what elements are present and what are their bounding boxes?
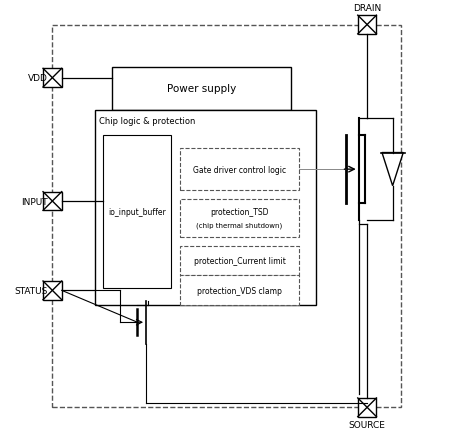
Polygon shape <box>382 153 403 186</box>
Text: DRAIN: DRAIN <box>353 4 381 13</box>
Text: protection_TSD: protection_TSD <box>210 208 269 217</box>
Bar <box>358 16 377 35</box>
Bar <box>43 69 62 88</box>
Bar <box>358 398 377 417</box>
Bar <box>95 111 316 306</box>
Text: Power supply: Power supply <box>167 84 236 94</box>
Bar <box>43 281 62 300</box>
Bar <box>180 246 299 276</box>
Bar <box>52 25 401 407</box>
Bar <box>43 192 62 211</box>
Text: Chip logic & protection: Chip logic & protection <box>99 117 195 126</box>
Text: protection_Current limit: protection_Current limit <box>194 256 286 265</box>
Text: io_input_buffer: io_input_buffer <box>109 208 166 217</box>
Text: protection_VDS clamp: protection_VDS clamp <box>197 286 282 295</box>
Text: STATUS: STATUS <box>15 286 48 295</box>
Text: INPUT: INPUT <box>22 197 48 206</box>
Bar <box>112 68 291 111</box>
Text: (chip thermal shutdown): (chip thermal shutdown) <box>196 221 283 228</box>
Bar <box>180 148 299 191</box>
Text: Gate driver control logic: Gate driver control logic <box>193 165 286 174</box>
Bar <box>103 136 171 289</box>
Text: VDD: VDD <box>28 74 48 83</box>
Bar <box>180 200 299 238</box>
Bar <box>180 276 299 306</box>
Text: SOURCE: SOURCE <box>349 420 386 429</box>
